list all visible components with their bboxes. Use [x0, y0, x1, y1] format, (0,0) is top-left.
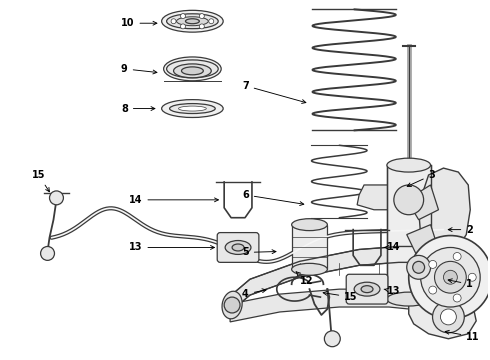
Circle shape [435, 261, 466, 293]
Text: 9: 9 [121, 64, 157, 74]
Circle shape [453, 252, 461, 260]
Ellipse shape [181, 67, 203, 75]
Ellipse shape [162, 100, 223, 117]
FancyBboxPatch shape [346, 274, 388, 304]
Ellipse shape [170, 104, 215, 113]
FancyBboxPatch shape [217, 233, 259, 262]
Circle shape [420, 247, 480, 307]
Text: 13: 13 [384, 286, 400, 296]
Polygon shape [292, 225, 327, 269]
Ellipse shape [185, 19, 199, 24]
Text: 13: 13 [129, 243, 215, 252]
Text: 5: 5 [242, 247, 276, 257]
Circle shape [453, 294, 461, 302]
Polygon shape [230, 247, 418, 312]
Text: 14: 14 [129, 195, 219, 205]
Ellipse shape [232, 244, 244, 251]
Ellipse shape [387, 292, 431, 306]
Circle shape [49, 191, 63, 205]
Circle shape [429, 260, 437, 269]
Circle shape [180, 24, 185, 29]
Text: 10: 10 [121, 18, 157, 28]
Circle shape [199, 14, 204, 19]
Text: 15: 15 [32, 170, 49, 192]
Polygon shape [357, 185, 460, 210]
Text: 6: 6 [242, 190, 304, 206]
Circle shape [409, 235, 490, 319]
Circle shape [41, 247, 54, 260]
Ellipse shape [178, 106, 206, 111]
Ellipse shape [164, 57, 221, 81]
Text: 8: 8 [121, 104, 155, 113]
Circle shape [468, 273, 476, 281]
Circle shape [224, 297, 240, 313]
Polygon shape [407, 225, 439, 260]
Text: 4: 4 [242, 289, 266, 299]
Circle shape [394, 185, 424, 215]
Text: 7: 7 [242, 81, 306, 103]
Polygon shape [409, 294, 476, 339]
Ellipse shape [176, 17, 208, 26]
Text: 14: 14 [384, 243, 400, 252]
Text: 12: 12 [296, 271, 313, 286]
Polygon shape [387, 165, 431, 299]
Circle shape [407, 255, 431, 279]
Circle shape [413, 261, 425, 273]
Circle shape [429, 286, 437, 294]
Ellipse shape [292, 264, 327, 275]
Circle shape [199, 24, 204, 29]
Ellipse shape [361, 286, 373, 293]
Ellipse shape [173, 64, 211, 78]
Ellipse shape [292, 219, 327, 231]
Circle shape [433, 301, 465, 333]
Ellipse shape [167, 14, 218, 29]
Text: 15: 15 [323, 291, 358, 302]
Circle shape [441, 309, 456, 325]
Text: 1: 1 [448, 279, 473, 289]
Ellipse shape [354, 282, 380, 296]
Polygon shape [418, 168, 470, 260]
Circle shape [180, 14, 185, 19]
Circle shape [209, 19, 214, 24]
Ellipse shape [167, 60, 218, 78]
Circle shape [324, 331, 340, 347]
Text: 11: 11 [445, 330, 480, 342]
Ellipse shape [162, 10, 223, 32]
Text: 3: 3 [407, 170, 435, 186]
Polygon shape [230, 289, 458, 332]
Circle shape [171, 19, 176, 24]
Ellipse shape [225, 240, 251, 255]
Text: 2: 2 [448, 225, 473, 235]
Polygon shape [407, 185, 439, 220]
Ellipse shape [387, 158, 431, 172]
Circle shape [443, 270, 457, 284]
Ellipse shape [222, 291, 242, 319]
